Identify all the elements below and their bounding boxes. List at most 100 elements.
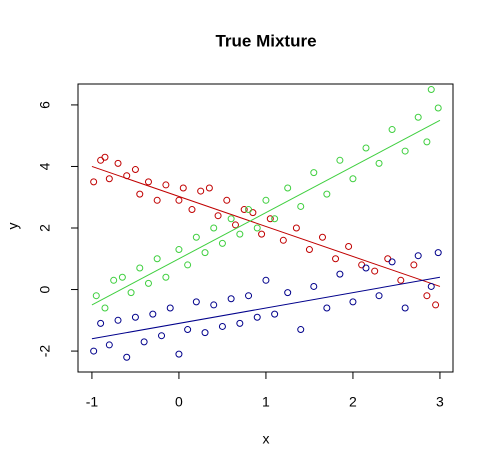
- point: [162, 273, 170, 281]
- point: [332, 255, 340, 263]
- point: [245, 206, 253, 214]
- x-tick-label: 3: [436, 394, 444, 410]
- point: [310, 169, 318, 177]
- point: [205, 184, 213, 192]
- point: [184, 326, 192, 334]
- point: [149, 310, 157, 318]
- point: [140, 338, 148, 346]
- point: [284, 289, 292, 297]
- y-tick-label: -2: [37, 345, 53, 358]
- point: [114, 316, 122, 324]
- point: [414, 252, 422, 260]
- x-tick-label: 2: [349, 394, 357, 410]
- point: [201, 249, 209, 257]
- point: [271, 215, 279, 223]
- point: [90, 347, 98, 355]
- point: [144, 178, 152, 186]
- point: [323, 304, 331, 312]
- point: [266, 215, 274, 223]
- point: [240, 206, 248, 214]
- point: [249, 209, 257, 217]
- point: [336, 270, 344, 278]
- y-tick-label: 2: [37, 224, 53, 232]
- point: [427, 282, 435, 290]
- point: [131, 166, 139, 174]
- point: [175, 350, 183, 358]
- point: [218, 322, 226, 330]
- fit-line: [91, 119, 441, 306]
- point: [323, 190, 331, 198]
- point: [105, 175, 113, 183]
- point: [384, 255, 392, 263]
- point: [245, 292, 253, 300]
- point: [114, 159, 122, 167]
- point: [162, 181, 170, 189]
- point: [179, 184, 187, 192]
- point: [201, 329, 209, 337]
- point: [231, 221, 239, 229]
- point: [375, 292, 383, 300]
- point: [358, 261, 366, 269]
- point: [118, 273, 126, 281]
- point: [397, 276, 405, 284]
- x-tick-label: 0: [175, 394, 183, 410]
- point: [188, 206, 196, 214]
- point: [284, 184, 292, 192]
- point: [362, 144, 370, 152]
- point: [410, 261, 418, 269]
- point: [375, 159, 383, 167]
- point: [292, 224, 300, 232]
- point: [362, 264, 370, 272]
- point: [236, 230, 244, 238]
- point: [175, 196, 183, 204]
- point: [279, 236, 287, 244]
- point: [227, 215, 235, 223]
- point: [214, 212, 222, 220]
- point: [401, 304, 409, 312]
- point: [197, 187, 205, 195]
- point: [262, 276, 270, 284]
- x-tick-label: -1: [86, 394, 99, 410]
- fit-line: [91, 276, 441, 340]
- x-axis-label: x: [263, 431, 270, 447]
- point: [258, 230, 266, 238]
- point: [388, 126, 396, 134]
- point: [434, 249, 442, 257]
- point: [97, 319, 105, 327]
- point: [105, 341, 113, 349]
- point: [153, 196, 161, 204]
- y-tick-label: 6: [37, 101, 53, 109]
- point: [166, 304, 174, 312]
- point: [101, 304, 109, 312]
- x-tick-label: 1: [262, 394, 270, 410]
- point: [123, 353, 131, 361]
- y-axis-label: y: [5, 223, 21, 230]
- point: [144, 279, 152, 287]
- point: [253, 313, 261, 321]
- point: [136, 264, 144, 272]
- point: [92, 292, 100, 300]
- point: [297, 202, 305, 210]
- point: [184, 261, 192, 269]
- point: [401, 147, 409, 155]
- point: [210, 301, 218, 309]
- point: [158, 332, 166, 340]
- point: [223, 196, 231, 204]
- point: [262, 196, 270, 204]
- point: [110, 276, 118, 284]
- point: [427, 86, 435, 94]
- point: [423, 292, 431, 300]
- point: [101, 153, 109, 161]
- point: [423, 138, 431, 146]
- point: [349, 298, 357, 306]
- point: [192, 298, 200, 306]
- point: [318, 233, 326, 241]
- fit-line: [91, 165, 441, 287]
- y-tick-label: 4: [37, 162, 53, 170]
- point: [297, 326, 305, 334]
- point: [305, 246, 313, 254]
- chart-title: True Mixture: [215, 31, 316, 50]
- point: [432, 301, 440, 309]
- point: [97, 156, 105, 164]
